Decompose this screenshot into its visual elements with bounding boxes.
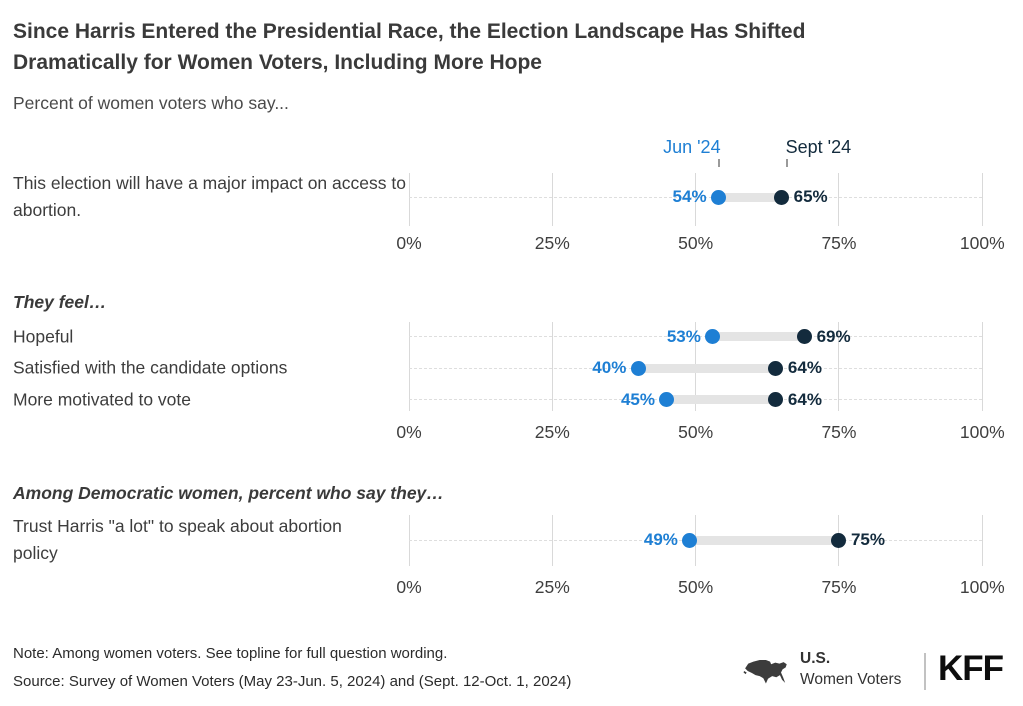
kff-logo: KFF — [938, 649, 1004, 688]
legend-tick-jun — [717, 159, 720, 167]
section-header: They feel… — [13, 292, 107, 312]
sept-dot — [831, 532, 847, 548]
legend-sept-24: Sept '24 — [785, 137, 852, 157]
x-gridline — [981, 173, 983, 226]
x-axis-tick-label: 50% — [678, 233, 714, 253]
dumbbell-connector — [712, 332, 805, 341]
jun-value-label: 40% — [592, 358, 627, 377]
x-gridline — [408, 322, 410, 411]
jun-dot — [630, 360, 646, 376]
x-axis-tick-label: 100% — [959, 422, 1005, 442]
row-label: Trust Harris "a lot" to speak about abor… — [13, 516, 342, 563]
x-axis-tick-label: 25% — [534, 422, 570, 442]
x-gridline — [981, 322, 983, 411]
x-gridline — [551, 322, 553, 411]
row-label: More motivated to vote — [13, 389, 191, 409]
sept-value-label: 75% — [850, 530, 885, 549]
brand-women-voters-label: Women Voters — [800, 671, 902, 688]
sept-dot — [774, 189, 790, 205]
dumbbell-connector — [638, 363, 776, 373]
jun-dot — [659, 392, 675, 407]
legend-tick-sept — [785, 159, 788, 167]
dumbbell-connector — [718, 192, 782, 202]
row-label: Satisfied with the candidate options — [13, 357, 288, 378]
x-axis-tick-label: 75% — [821, 233, 857, 253]
x-axis-tick-label: 75% — [821, 577, 857, 597]
brand-divider — [924, 653, 926, 690]
x-axis-tick-label: 50% — [678, 422, 714, 442]
footnote: Note: Among women voters. See topline fo… — [13, 645, 448, 662]
chart-subtitle: Percent of women voters who say... — [13, 93, 289, 113]
jun-value-label: 53% — [666, 326, 701, 346]
x-gridline — [551, 173, 553, 226]
jun-dot — [705, 329, 721, 344]
source-line: Source: Survey of Women Voters (May 23-J… — [13, 673, 572, 690]
x-axis-tick-label: 100% — [959, 233, 1005, 253]
jun-value-label: 49% — [643, 530, 678, 549]
row-guide-line — [409, 196, 983, 198]
brand-us-label: U.S. — [800, 650, 831, 667]
x-axis-tick-label: 100% — [959, 577, 1005, 597]
sept-value-label: 64% — [787, 389, 822, 409]
sept-value-label: 64% — [787, 358, 822, 377]
x-axis-tick-label: 50% — [678, 577, 714, 597]
sept-value-label: 65% — [793, 187, 828, 206]
us-map-icon — [742, 655, 794, 694]
x-gridline — [551, 515, 553, 566]
row-label: This election will have a major impact o… — [13, 173, 406, 220]
dumbbell-connector — [689, 535, 839, 545]
jun-dot — [711, 189, 727, 205]
jun-value-label: 54% — [672, 187, 707, 206]
sept-dot — [768, 392, 784, 407]
sept-value-label: 69% — [816, 326, 851, 346]
x-axis-tick-label: 0% — [396, 577, 422, 597]
x-axis-tick-label: 0% — [396, 422, 422, 442]
row-guide-line — [409, 336, 983, 337]
x-gridline — [408, 515, 410, 566]
section-header: Among Democratic women, percent who say … — [13, 483, 444, 503]
x-axis-tick-label: 25% — [534, 577, 570, 597]
jun-dot — [682, 532, 698, 548]
row-label: Hopeful — [13, 326, 74, 346]
x-axis-tick-label: 0% — [396, 233, 422, 253]
x-gridline — [408, 173, 410, 226]
dumbbell-connector — [666, 395, 776, 404]
sept-dot — [797, 329, 813, 344]
sept-dot — [768, 360, 784, 376]
x-gridline — [695, 173, 697, 226]
x-gridline — [838, 322, 840, 411]
jun-value-label: 45% — [620, 389, 655, 409]
x-gridline — [838, 173, 840, 226]
x-gridline — [981, 515, 983, 566]
chart-title: Since Harris Entered the Presidential Ra… — [13, 20, 806, 74]
legend-jun-24: Jun '24 — [663, 137, 721, 157]
x-axis-tick-label: 75% — [821, 422, 857, 442]
x-axis-tick-label: 25% — [534, 233, 570, 253]
